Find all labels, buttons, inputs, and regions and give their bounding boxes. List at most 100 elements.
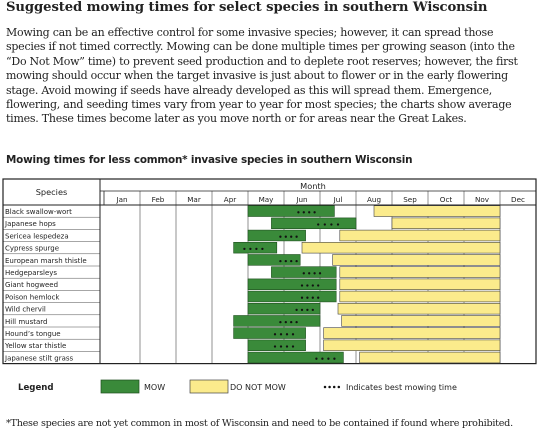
- month-label-may: May: [259, 195, 275, 204]
- species-label: Poison hemlock: [5, 293, 60, 301]
- do-not-mow-bar: [339, 266, 501, 278]
- best-mow-dot: [306, 296, 309, 299]
- chart-frame: [2, 178, 537, 365]
- best-mow-dot: [323, 223, 326, 226]
- best-mow-dot: [284, 235, 287, 238]
- best-mow-dot: [273, 345, 277, 348]
- species-label: European marsh thistle: [5, 257, 87, 265]
- best-mow-dot: [284, 320, 287, 324]
- best-mow-dot: [311, 308, 314, 312]
- do-not-mow-bar: [332, 254, 501, 266]
- species-label: Black swallow-wort: [5, 208, 72, 216]
- best-mow-dot: [295, 320, 298, 324]
- mow-bar: [247, 278, 337, 290]
- mow-bar: [233, 327, 306, 339]
- best-mow-dot: [313, 272, 316, 275]
- species-label: Giant hogweed: [5, 281, 58, 289]
- best-mow-dot: [306, 284, 309, 287]
- best-mow-dot: [255, 247, 258, 251]
- best-mow-dot: [330, 223, 333, 226]
- best-mow-dot: [295, 235, 298, 238]
- month-header: Month: [300, 181, 326, 191]
- species-label: Hound’s tongue: [5, 330, 61, 338]
- best-mow-dot: [318, 272, 322, 275]
- footnote: *These species are not yet common in mos…: [6, 418, 513, 429]
- best-mow-dot: [243, 247, 246, 251]
- best-mow-dot: [279, 333, 283, 336]
- best-mow-dot: [317, 284, 320, 287]
- species-label: Hedgeparsleys: [5, 269, 57, 277]
- best-mow-dot: [261, 247, 264, 251]
- best-mow-dot: [300, 296, 304, 299]
- mow-bar: [247, 290, 337, 303]
- month-label-sep: Sep: [403, 195, 417, 204]
- intro-paragraph: Mowing can be an effective control for s…: [6, 26, 518, 126]
- best-mow-dot: [291, 333, 295, 336]
- do-not-mow-bar: [339, 229, 501, 242]
- best-mow-dot: [313, 211, 316, 214]
- month-label-mar: Mar: [187, 195, 201, 204]
- mow-bar: [247, 205, 335, 217]
- legend-do-not-mow-swatch: [189, 379, 229, 394]
- month-label-apr: Apr: [224, 195, 236, 204]
- best-mow-dot: [249, 247, 252, 251]
- chart-title: Mowing times for less common* invasive s…: [6, 154, 413, 166]
- best-mow-dot: [317, 296, 320, 299]
- best-mow-dot: [302, 272, 305, 275]
- best-mow-dot: [279, 345, 283, 348]
- legend-best-label: Indicates best mowing time: [346, 383, 457, 392]
- best-mow-dot: [284, 259, 287, 263]
- species-header: Species: [36, 187, 68, 197]
- mow-bar: [233, 315, 321, 327]
- best-mow-dot: [297, 211, 300, 214]
- month-label-nov: Nov: [475, 195, 490, 204]
- best-mow-dot: [311, 296, 314, 299]
- species-label: Japanese stilt grass: [4, 354, 74, 362]
- month-label-aug: Aug: [367, 195, 381, 204]
- mow-bar: [247, 351, 344, 364]
- mow-bar: [247, 302, 321, 315]
- best-mow-dot: [300, 284, 304, 287]
- species-label: Cypress spurge: [5, 245, 59, 253]
- mow-bar: [233, 242, 278, 254]
- species-label: Hill mustard: [5, 318, 47, 326]
- do-not-mow-bar: [339, 290, 501, 303]
- best-mow-dot: [295, 308, 298, 312]
- best-mow-dot: [295, 259, 298, 263]
- best-mow-dot: [311, 284, 314, 287]
- species-label: Wild chervil: [5, 306, 46, 314]
- best-mow-dot: [290, 235, 293, 238]
- page-title: Suggested mowing times for select specie…: [6, 0, 488, 15]
- mow-bar: [247, 229, 306, 242]
- species-label: Sericea lespedeza: [5, 232, 69, 240]
- do-not-mow-bar: [339, 278, 501, 290]
- do-not-mow-bar: [323, 327, 501, 339]
- do-not-mow-bar: [391, 217, 501, 229]
- best-mow-dot: [300, 308, 304, 312]
- do-not-mow-bar: [337, 302, 501, 315]
- mowing-chart: Species Month Jan Feb Mar Apr May Jun Jul Aug Sep O…: [2, 178, 537, 394]
- legend-title: Legend: [18, 383, 54, 393]
- do-not-mow-bar: [341, 315, 501, 327]
- best-mow-dot: [273, 333, 277, 336]
- mow-bar: [271, 266, 337, 278]
- best-mow-dot: [290, 259, 293, 263]
- best-mow-dot: [306, 308, 309, 312]
- legend-mow-swatch: [100, 379, 140, 394]
- best-mow-dot: [315, 357, 318, 360]
- best-mow-dot: [290, 320, 293, 324]
- do-not-mow-bar: [359, 351, 501, 364]
- month-label-dec: Dec: [511, 195, 525, 204]
- species-label: Japanese hops: [4, 220, 56, 228]
- best-mow-dot: [279, 235, 282, 238]
- best-mow-dot: [285, 333, 289, 336]
- best-mow-dot: [308, 272, 311, 275]
- month-label-jun: Jun: [295, 195, 307, 204]
- best-mow-dot: [327, 357, 330, 360]
- best-mow-dot: [279, 320, 282, 324]
- month-label-oct: Oct: [440, 195, 453, 204]
- month-label-jul: Jul: [333, 195, 343, 204]
- legend-mow-label: MOW: [144, 383, 165, 392]
- best-mow-dot: [333, 357, 336, 360]
- legend-do-not-mow-label: DO NOT MOW: [230, 383, 286, 392]
